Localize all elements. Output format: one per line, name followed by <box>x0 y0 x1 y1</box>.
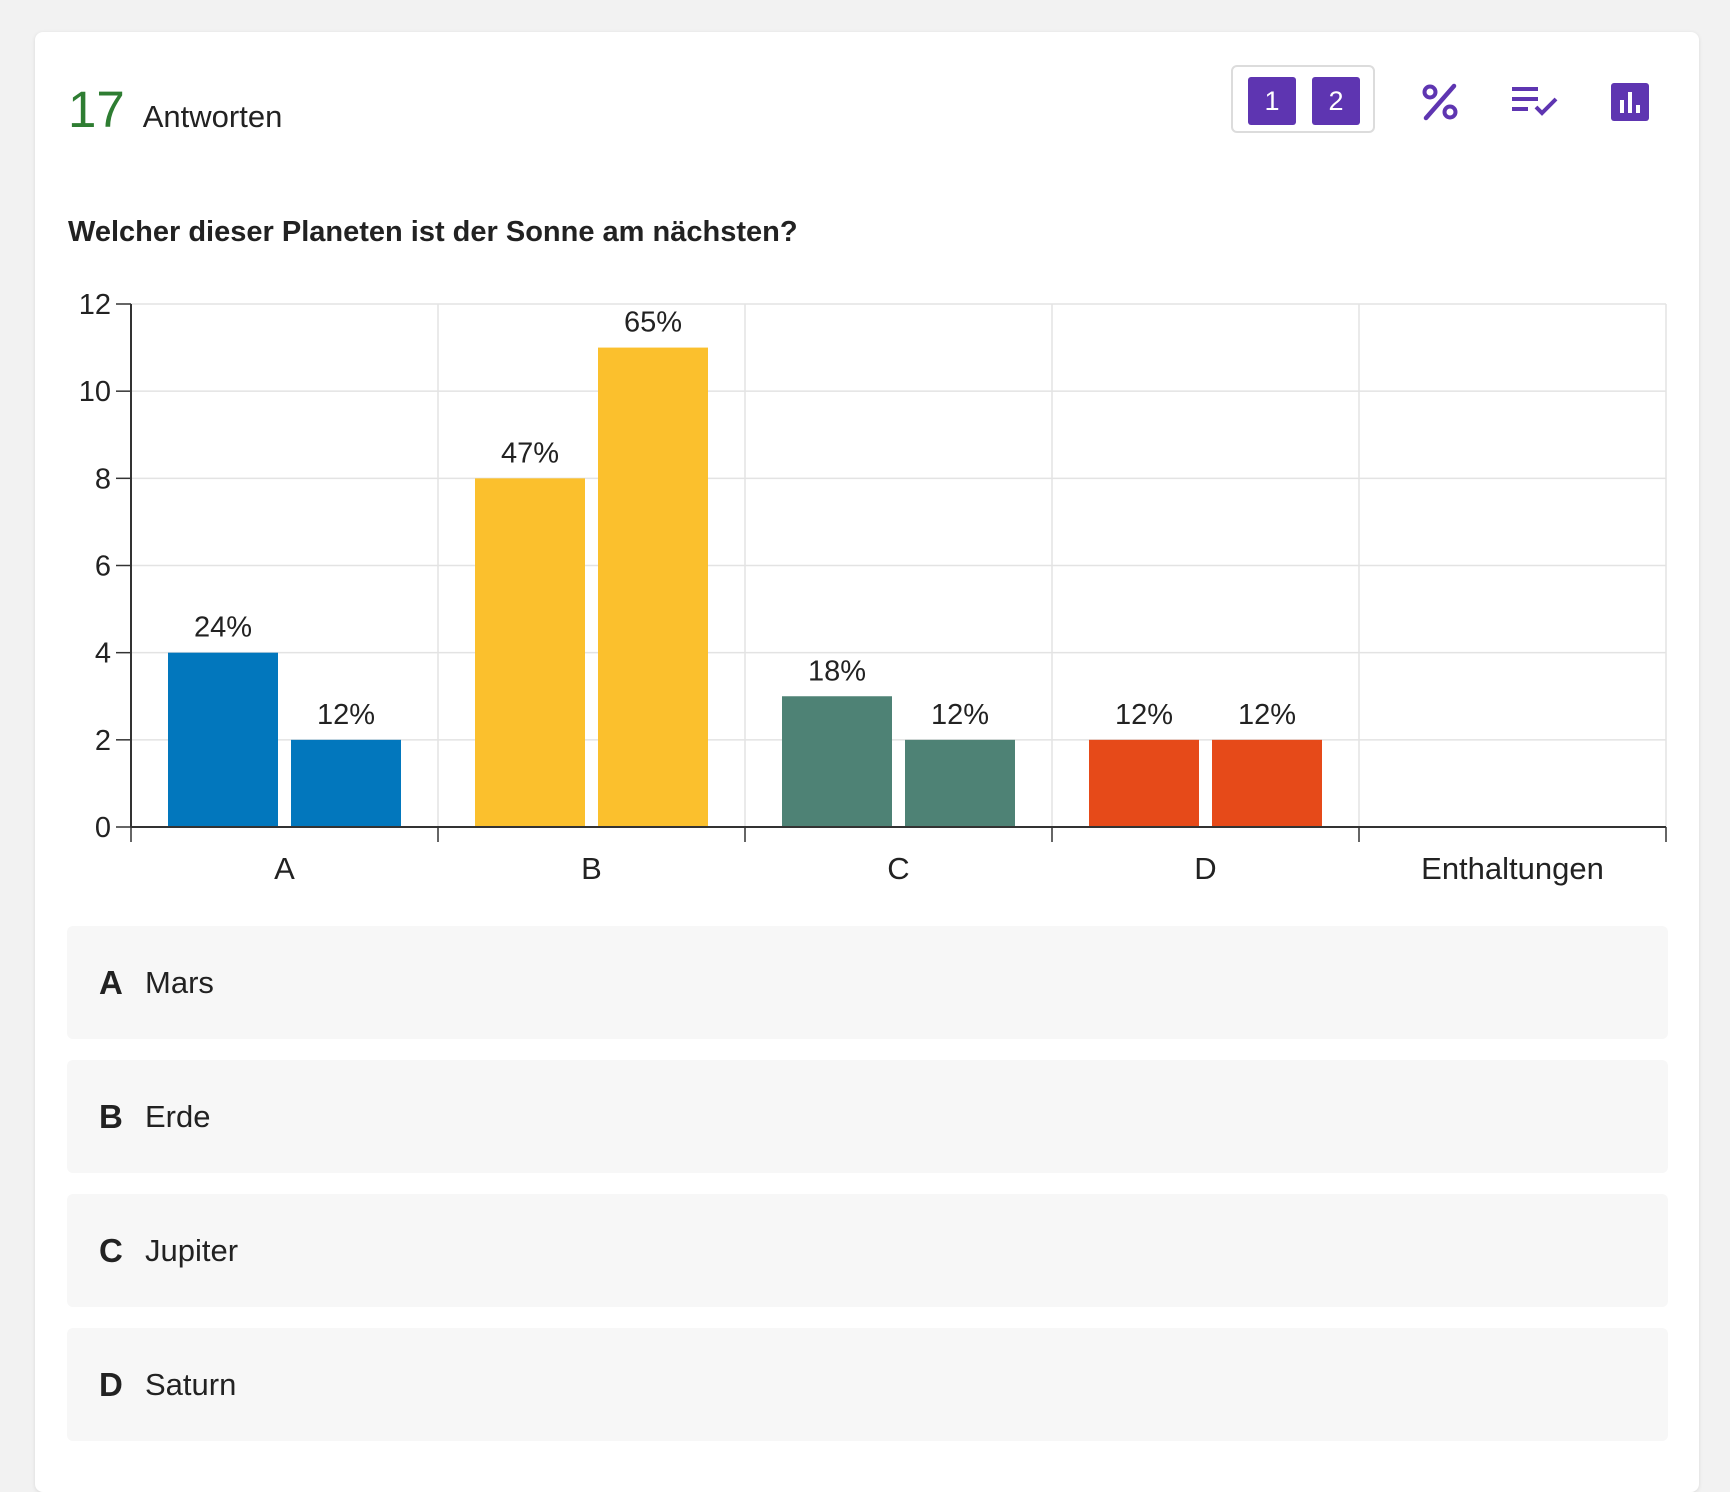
percent-icon[interactable] <box>1412 74 1468 130</box>
round-1-button[interactable]: 1 <box>1248 77 1296 125</box>
y-tick-label: 12 <box>79 289 111 321</box>
bar-data-label: 47% <box>501 437 559 469</box>
y-tick-label: 10 <box>79 376 111 408</box>
bar-data-label: 65% <box>624 307 682 339</box>
bar-b-series-2 <box>598 347 708 827</box>
bar-a-series-1 <box>168 652 278 827</box>
bar-data-label: 12% <box>1238 699 1296 731</box>
bar-chart-icon[interactable] <box>1602 74 1658 130</box>
bar-data-label: 12% <box>931 699 989 731</box>
round-toggle-group: 1 2 <box>1231 65 1375 133</box>
bar-c-series-2 <box>905 739 1015 827</box>
bar-a-series-2 <box>291 739 401 827</box>
answer-text: Erde <box>145 1098 211 1134</box>
round-2-button[interactable]: 2 <box>1312 77 1360 125</box>
answer-text: Jupiter <box>145 1232 239 1268</box>
answer-text: Saturn <box>145 1366 237 1402</box>
y-tick-label: 4 <box>95 638 111 670</box>
question-text: Welcher dieser Planeten ist der Sonne am… <box>68 216 798 248</box>
answer-letter: C <box>99 1231 123 1269</box>
y-tick-label: 6 <box>95 551 111 583</box>
response-count-label: Antworten <box>142 99 283 134</box>
answer-option-d: D Saturn <box>67 1328 1668 1441</box>
x-tick-label: B <box>581 851 602 886</box>
results-card: 17 Antworten 1 2 Welcher dieser Planeten… <box>35 32 1699 1492</box>
y-tick-label: 8 <box>95 463 111 495</box>
response-count: 17 <box>68 81 125 138</box>
bar-data-label: 12% <box>317 699 375 731</box>
y-tick-label: 0 <box>95 812 111 844</box>
response-summary: 17 Antworten <box>68 80 282 144</box>
y-tick-label: 2 <box>95 725 111 757</box>
answer-letter: A <box>99 963 123 1001</box>
x-tick-label: C <box>887 851 909 886</box>
answer-option-c: C Jupiter <box>67 1194 1668 1307</box>
bar-data-label: 12% <box>1115 699 1173 731</box>
bar-c-series-1 <box>782 696 892 827</box>
answer-letter: B <box>99 1097 123 1135</box>
answer-letter: D <box>99 1365 123 1403</box>
answer-option-b: B Erde <box>67 1060 1668 1173</box>
bar-d-series-1 <box>1089 739 1199 827</box>
bar-data-label: 18% <box>808 655 866 687</box>
bar-d-series-2 <box>1212 739 1322 827</box>
results-bar-chart: 0 2 4 6 8 10 12 24% 12% A 47% 65% B 18% 12% C 12% 12% D Ent… <box>79 289 1667 886</box>
x-tick-label: D <box>1194 851 1216 886</box>
bar-b-series-1 <box>475 478 585 827</box>
x-tick-label: A <box>274 851 295 886</box>
answer-text: Mars <box>145 964 214 1000</box>
checklist-icon[interactable] <box>1507 74 1563 130</box>
bar-data-label: 24% <box>194 612 252 644</box>
answer-option-a: A Mars <box>67 926 1668 1039</box>
x-tick-label: Enthaltungen <box>1421 851 1604 886</box>
